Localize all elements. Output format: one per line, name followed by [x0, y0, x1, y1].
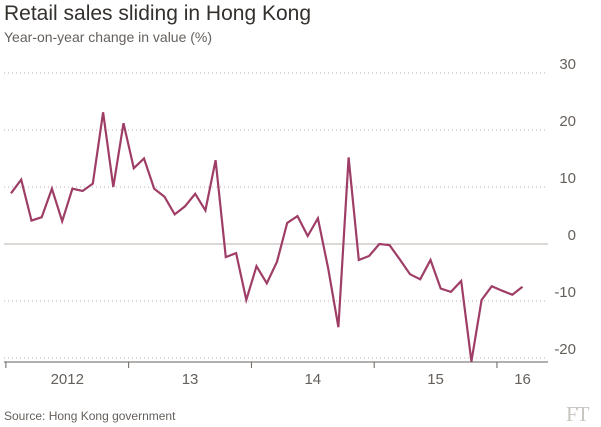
x-year-label: 2012 — [51, 371, 84, 388]
y-tick-label: -20 — [554, 341, 576, 358]
y-tick-label: 20 — [559, 113, 576, 130]
y-tick-label: 0 — [568, 227, 576, 244]
x-year-label: 13 — [182, 371, 199, 388]
y-tick-label: 10 — [559, 170, 576, 187]
x-year-label: 16 — [514, 371, 531, 388]
x-year-label: 14 — [304, 371, 321, 388]
ft-logo: FT — [566, 402, 589, 426]
series-line — [10, 112, 524, 362]
y-tick-label: 30 — [559, 56, 576, 73]
chart-title: Retail sales sliding in Hong Kong — [4, 2, 312, 25]
source-note: Source: Hong Kong government — [4, 409, 176, 423]
x-year-label: 15 — [427, 371, 444, 388]
chart-subtitle: Year-on-year change in value (%) — [4, 29, 213, 45]
y-tick-label: -10 — [554, 284, 576, 301]
